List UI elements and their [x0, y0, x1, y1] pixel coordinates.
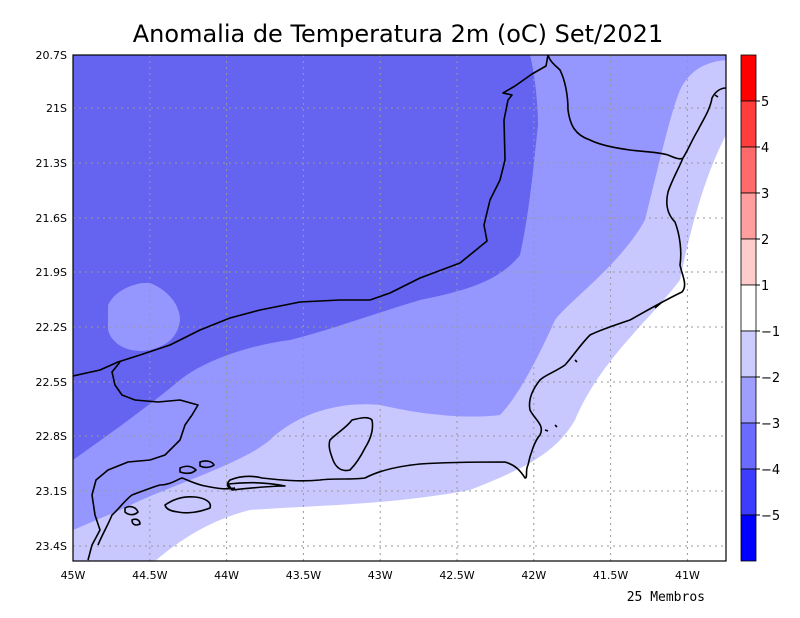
colorbar-label: 4: [761, 141, 769, 156]
baia-guanabara: [328, 416, 374, 472]
y-axis: 20.7S 21S 21.3S 21.6S 21.9S 22.2S 22.5S …: [36, 49, 67, 553]
colorbar-box: [740, 238, 757, 286]
anomaly-band-minus-3-island: [108, 282, 180, 351]
colorbar-label: −4: [761, 463, 780, 478]
map-title: Anomalia de Temperatura 2m (oC) Set/2021: [133, 20, 663, 48]
y-tick-label: 21.6S: [36, 212, 67, 225]
y-tick-label: 23.1S: [36, 485, 67, 498]
coastline-main: [226, 157, 686, 490]
coastline-west: [97, 477, 236, 546]
x-tick-label: 43.5W: [286, 569, 321, 582]
anomaly-field: [73, 55, 726, 561]
y-tick-label: 22.5S: [36, 376, 67, 389]
y-tick-label: 21.9S: [36, 266, 67, 279]
colorbar-label: 5: [761, 95, 769, 110]
colorbar-label: 3: [761, 187, 769, 202]
x-tick-label: 42W: [521, 569, 546, 582]
state-border-mg-rj: [73, 55, 549, 377]
lagoa-island: [654, 301, 663, 309]
colorbar-label: −5: [761, 509, 780, 524]
x-tick-label: 44.5W: [132, 569, 167, 582]
y-tick-label: 21.3S: [36, 157, 67, 170]
restinga-marambaia: [227, 481, 286, 491]
colorbar-box: [740, 100, 757, 148]
y-tick-label: 22.8S: [36, 430, 67, 443]
bay-islands: [124, 460, 215, 526]
y-tick-label: 22.2S: [36, 321, 67, 334]
colorbar: 5 4 3 2 1 −1 −2 −3 −4 −5: [740, 54, 780, 562]
x-tick-label: 42.5W: [439, 569, 474, 582]
y-tick-label: 21S: [46, 102, 67, 115]
ilha-grande: [164, 495, 212, 514]
state-border-sp-rj: [87, 361, 199, 561]
boundary-lines: [73, 55, 726, 561]
x-tick-label: 43W: [368, 569, 393, 582]
colorbar-label: 1: [761, 279, 769, 294]
colorbar-box: [740, 376, 757, 424]
colorbar-boxes: [740, 54, 760, 562]
map-frame: [72, 54, 727, 562]
members-note: 25 Membros: [627, 590, 705, 605]
colorbar-box: [740, 514, 757, 562]
colorbar-box: [740, 284, 757, 332]
colorbar-box: [740, 54, 757, 102]
colorbar-box: [740, 468, 757, 516]
x-tick-label: 45W: [61, 569, 86, 582]
colorbar-label: −3: [761, 417, 780, 432]
colorbar-box: [740, 422, 757, 470]
state-border-es: [547, 55, 684, 160]
x-tick-label: 41.5W: [593, 569, 628, 582]
y-tick-label: 20.7S: [36, 49, 67, 62]
colorbar-label: −1: [761, 325, 780, 340]
colorbar-label: −2: [761, 371, 780, 386]
colorbar-box: [740, 192, 757, 240]
x-axis: 45W 44.5W 44W 43.5W 43W 42.5W 42W 41.5W …: [61, 569, 700, 582]
coastline-north: [682, 87, 726, 159]
colorbar-label: 2: [761, 233, 769, 248]
colorbar-box: [740, 330, 757, 378]
lagoa-points: [544, 94, 719, 432]
x-tick-label: 41W: [675, 569, 700, 582]
colorbar-box: [740, 146, 757, 194]
x-tick-label: 44W: [214, 569, 239, 582]
anomaly-band-minus-4-to-minus-3: [73, 55, 538, 460]
grid-lines: [73, 55, 726, 561]
y-tick-label: 23.4S: [36, 540, 67, 553]
